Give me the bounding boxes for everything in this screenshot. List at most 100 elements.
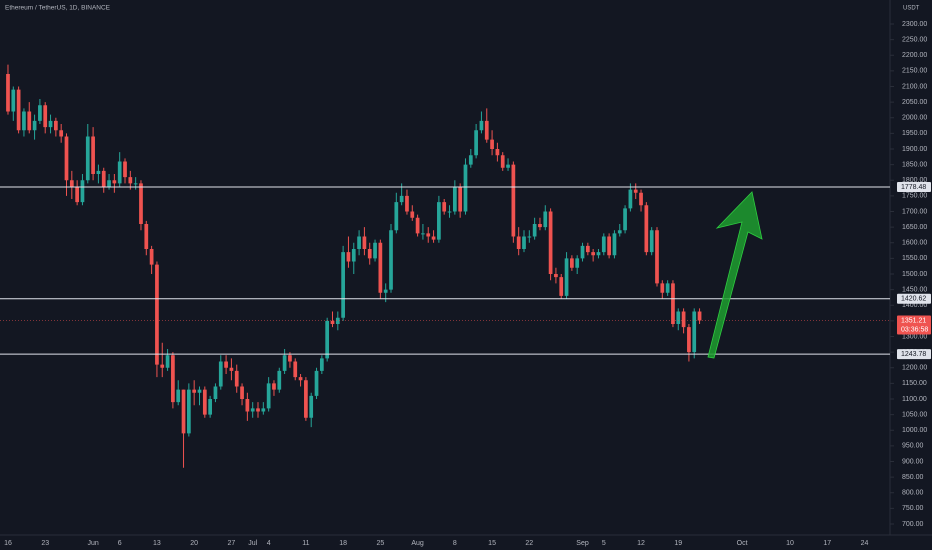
candle-body [474, 130, 478, 156]
candle-body [234, 370, 239, 387]
x-tick-label: 15 [488, 540, 496, 547]
candle-body [468, 155, 473, 165]
candle-body [511, 164, 516, 237]
y-tick-label: 1000.00 [902, 427, 927, 434]
plot [0, 64, 890, 468]
candle-body [293, 361, 298, 378]
candle-body [649, 230, 654, 253]
y-tick-label: 1600.00 [902, 240, 927, 247]
candle-body [437, 202, 441, 240]
candle-body [256, 408, 260, 412]
candle-body [181, 389, 186, 434]
candle-body [452, 186, 457, 212]
candle-body [22, 111, 26, 131]
candle-body [633, 189, 638, 193]
candle-body [554, 274, 558, 278]
y-tick-label: 1650.00 [902, 224, 927, 231]
candle-body [415, 217, 420, 234]
candle-body [671, 283, 675, 324]
y-tick-label: 2050.00 [902, 99, 927, 106]
x-tick-label: Jul [248, 540, 257, 547]
candle-body [91, 136, 95, 174]
candle-body [250, 408, 255, 412]
candle-body [266, 383, 271, 409]
candle-body [607, 236, 611, 256]
candle-body [186, 389, 191, 434]
candle-body [500, 155, 505, 168]
candle-body [373, 242, 377, 259]
candle-body [676, 311, 681, 324]
y-tick-label: 900.00 [902, 458, 924, 465]
candle-body [681, 311, 686, 328]
candle-body [330, 320, 335, 324]
candle-body [389, 230, 393, 290]
candle-body [85, 136, 90, 181]
candle-body [697, 311, 702, 321]
candle-body [479, 120, 484, 131]
unit-label: USDT [903, 6, 920, 12]
y-tick-label: 2300.00 [902, 21, 927, 28]
x-tick-label: 24 [861, 540, 869, 547]
candle-body [298, 377, 303, 381]
x-tick-label: 22 [525, 540, 533, 547]
y-tick-label: 1950.00 [902, 130, 927, 137]
x-tick-label: 10 [786, 540, 794, 547]
y-tick-label: 850.00 [902, 474, 924, 481]
candle-body [53, 120, 58, 131]
candle-body [410, 211, 415, 218]
candle-body [527, 236, 532, 238]
candle-body [405, 195, 409, 212]
candle-body [431, 236, 436, 240]
level-label-box [897, 181, 931, 192]
y-tick-label: 1150.00 [902, 380, 927, 387]
candle-body [548, 211, 553, 274]
candle-body [325, 320, 330, 359]
y-tick-label: 1100.00 [902, 396, 927, 403]
candle-body [155, 264, 159, 365]
candle-body [69, 180, 74, 187]
candle-body [48, 120, 53, 128]
candle-body [117, 161, 122, 184]
y-tick-label: 1800.00 [902, 177, 927, 184]
candle-body [80, 180, 85, 203]
candle-body [314, 370, 319, 396]
candle-body [655, 230, 659, 284]
x-tick-label: 18 [339, 540, 347, 547]
x-tick-label: 27 [228, 540, 236, 547]
candle-body [192, 389, 197, 393]
candle-body [149, 249, 154, 265]
candle-body [288, 355, 292, 362]
candle-body [394, 202, 399, 231]
candle-body [623, 208, 627, 231]
candle-body [516, 236, 521, 249]
candle-body [591, 252, 596, 256]
x-tick-label: 11 [302, 540, 309, 547]
x-tick-label: 23 [41, 540, 49, 547]
y-tick-label: 950.00 [902, 443, 924, 450]
candle-body [75, 186, 79, 203]
candle-body [64, 136, 69, 181]
candle-body [43, 105, 48, 128]
candle-body [362, 236, 367, 249]
candle-body [171, 355, 175, 403]
candle-body [197, 389, 202, 393]
x-tick-label: 17 [823, 540, 831, 547]
candle-body [272, 383, 276, 390]
candle-body [32, 120, 37, 131]
candle-body [596, 252, 601, 256]
candle-body [277, 370, 282, 390]
y-tick-label: 1200.00 [902, 365, 927, 372]
candle-body [309, 395, 314, 418]
y-tick-label: 2200.00 [902, 52, 927, 59]
candle-body [644, 205, 649, 253]
candle-body [617, 230, 622, 234]
candle-body [463, 164, 468, 212]
candle-body [59, 130, 64, 137]
candle-body [543, 211, 548, 228]
y-tick-label: 1300.00 [902, 333, 927, 340]
candle-body [123, 161, 127, 178]
candle-body [208, 399, 212, 415]
candle-body [570, 258, 574, 268]
